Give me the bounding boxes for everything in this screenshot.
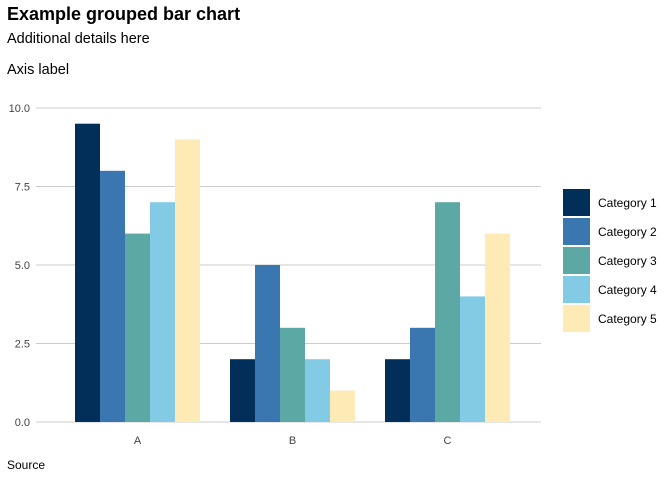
legend-label: Category 5 [598,311,657,326]
legend-key [563,189,590,216]
legend-item: Category 1 [563,189,657,218]
legend-key [563,305,590,332]
bars [75,123,510,422]
bar-b-series-1 [230,359,255,422]
y-tick-label: 0.0 [15,417,30,429]
legend-key [563,218,590,245]
chart-title: Example grouped bar chart [7,4,241,24]
bar-c-series-2 [410,327,435,422]
legend-item: Category 4 [563,276,657,305]
legend-key [563,247,590,274]
legend-label: Category 1 [598,195,657,210]
bar-c-series-3 [435,202,460,422]
bar-c-series-1 [385,359,410,422]
y-tick-label: 7.5 [15,182,30,194]
chart-subtitle: Additional details here [7,31,150,47]
bar-a-series-4 [150,202,175,422]
bar-c-series-5 [485,233,510,422]
bar-b-series-5 [330,390,355,422]
x-tick-label: A [134,435,142,447]
bar-c-series-4 [460,296,485,422]
bar-a-series-2 [100,170,125,422]
bar-b-series-2 [255,265,280,422]
axis-ticks: 0.0 2.5 5.0 7.5 10.0 A B C [9,103,452,447]
bar-a-series-3 [125,233,150,422]
bar-a-series-5 [175,139,200,422]
y-tick-label: 2.5 [15,339,30,351]
x-tick-label: B [289,435,296,447]
legend-item: Category 3 [563,247,657,276]
legend-key [563,276,590,303]
legend-item: Category 2 [563,218,657,247]
bar-b-series-3 [280,327,305,422]
bar-a-series-1 [75,123,100,422]
legend: Category 1 Category 2 Category 3 Category 4… [563,189,657,334]
legend-label: Category 3 [598,253,657,268]
chart-caption: Source [7,458,46,472]
legend-label: Category 2 [598,224,657,239]
legend-item: Category 5 [563,305,657,334]
x-tick-label: C [444,435,452,447]
legend-label: Category 4 [598,282,657,297]
y-tick-label: 5.0 [15,260,30,272]
y-axis-label: Axis label [7,62,70,78]
bar-b-series-4 [305,359,330,422]
y-tick-label: 10.0 [9,103,30,115]
